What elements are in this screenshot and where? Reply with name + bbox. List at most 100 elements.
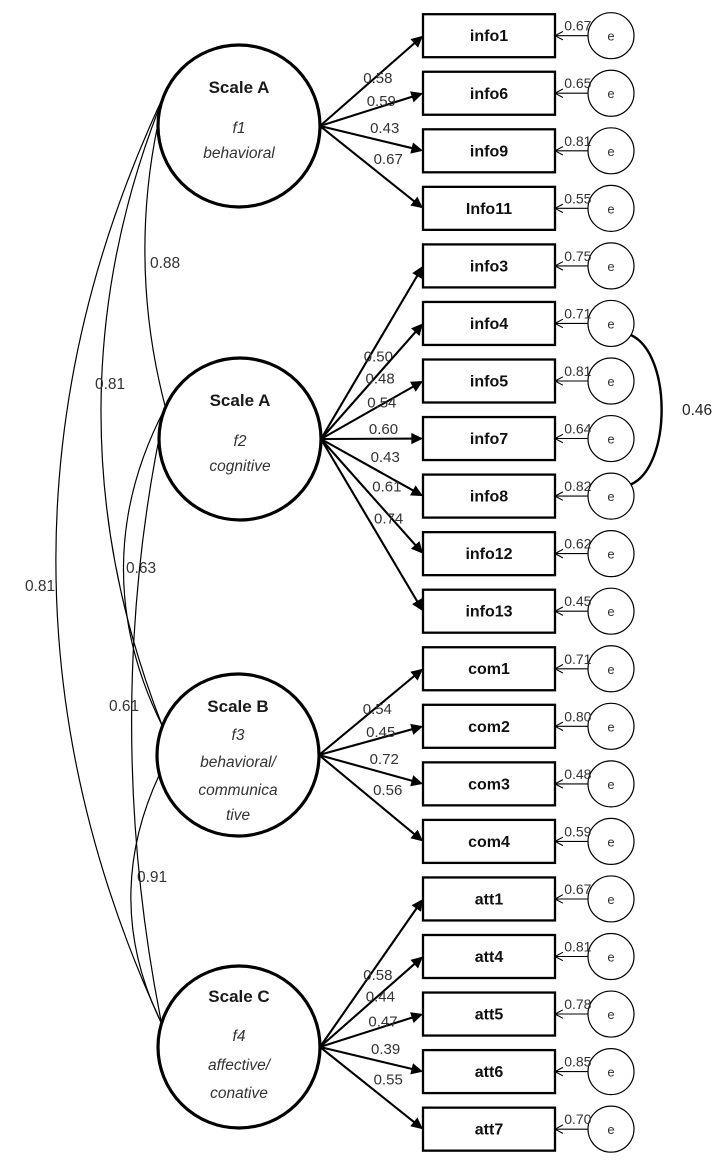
svg-text:0.67: 0.67 (374, 151, 403, 168)
svg-text:e: e (607, 489, 614, 504)
svg-text:info6: info6 (470, 86, 508, 103)
svg-text:com2: com2 (468, 719, 510, 736)
svg-text:att4: att4 (475, 949, 504, 966)
svg-text:0.80: 0.80 (564, 708, 591, 724)
svg-text:0.59: 0.59 (564, 823, 591, 839)
svg-text:0.55: 0.55 (374, 1072, 403, 1089)
svg-text:affective/: affective/ (208, 1057, 272, 1074)
svg-text:e: e (607, 432, 614, 447)
svg-text:0.58: 0.58 (363, 70, 392, 87)
svg-text:0.78: 0.78 (564, 996, 591, 1012)
svg-text:0.48: 0.48 (366, 371, 395, 388)
svg-text:0.47: 0.47 (368, 1014, 397, 1031)
svg-text:e: e (607, 834, 614, 849)
svg-text:0.85: 0.85 (564, 1054, 591, 1070)
svg-text:e: e (607, 374, 614, 389)
svg-text:com4: com4 (468, 834, 510, 851)
svg-text:0.59: 0.59 (367, 93, 396, 110)
svg-text:e: e (607, 662, 614, 677)
svg-text:e: e (607, 201, 614, 216)
svg-text:0.61: 0.61 (372, 479, 401, 496)
svg-text:0.65: 0.65 (564, 75, 591, 91)
svg-text:communica: communica (198, 782, 278, 799)
svg-text:0.55: 0.55 (564, 190, 591, 206)
svg-text:info3: info3 (470, 258, 508, 275)
svg-text:0.63: 0.63 (126, 560, 156, 577)
svg-text:0.81: 0.81 (564, 363, 591, 379)
svg-text:info5: info5 (470, 374, 508, 391)
svg-text:f4: f4 (233, 1028, 246, 1045)
svg-text:0.82: 0.82 (564, 478, 591, 494)
svg-text:e: e (607, 892, 614, 907)
svg-text:Scale A: Scale A (209, 78, 270, 97)
svg-text:0.54: 0.54 (367, 395, 396, 412)
svg-text:e: e (607, 144, 614, 159)
svg-text:Scale B: Scale B (207, 697, 268, 716)
svg-text:e: e (607, 1065, 614, 1080)
svg-text:info4: info4 (470, 316, 508, 333)
svg-text:info8: info8 (470, 489, 508, 506)
svg-text:att7: att7 (475, 1122, 504, 1139)
svg-text:com1: com1 (468, 661, 510, 678)
svg-text:0.56: 0.56 (373, 782, 402, 799)
svg-text:0.74: 0.74 (374, 511, 403, 528)
svg-text:0.44: 0.44 (366, 989, 395, 1006)
svg-text:e: e (607, 1122, 614, 1137)
svg-text:behavioral: behavioral (203, 145, 275, 162)
svg-text:0.67: 0.67 (564, 18, 591, 34)
svg-text:0.81: 0.81 (25, 578, 55, 595)
svg-text:conative: conative (210, 1085, 268, 1102)
svg-text:info12: info12 (465, 546, 512, 563)
svg-text:0.43: 0.43 (371, 449, 400, 466)
svg-text:0.39: 0.39 (371, 1041, 400, 1058)
svg-text:0.71: 0.71 (564, 651, 591, 667)
svg-text:e: e (607, 86, 614, 101)
svg-text:f1: f1 (233, 120, 246, 137)
svg-text:0.81: 0.81 (564, 133, 591, 149)
svg-text:e: e (607, 29, 614, 44)
svg-text:0.46: 0.46 (682, 402, 712, 419)
svg-text:0.61: 0.61 (109, 698, 139, 715)
svg-text:0.70: 0.70 (564, 1111, 591, 1127)
svg-text:info1: info1 (470, 28, 508, 45)
svg-text:tive: tive (226, 807, 251, 824)
svg-text:e: e (607, 1007, 614, 1022)
svg-text:e: e (607, 259, 614, 274)
svg-text:0.75: 0.75 (564, 248, 591, 264)
svg-text:0.48: 0.48 (564, 766, 591, 782)
svg-text:e: e (607, 719, 614, 734)
svg-text:att6: att6 (475, 1064, 504, 1081)
svg-text:0.58: 0.58 (363, 967, 392, 984)
svg-text:Scale C: Scale C (208, 987, 269, 1006)
svg-text:0.67: 0.67 (564, 881, 591, 897)
svg-text:0.91: 0.91 (137, 869, 167, 886)
svg-text:behavioral/: behavioral/ (200, 754, 278, 771)
svg-text:0.64: 0.64 (564, 421, 591, 437)
svg-text:info7: info7 (470, 431, 508, 448)
svg-text:0.88: 0.88 (150, 255, 180, 272)
svg-text:f3: f3 (232, 727, 245, 744)
svg-text:com3: com3 (468, 776, 510, 793)
svg-text:cognitive: cognitive (209, 458, 271, 475)
svg-text:f2: f2 (234, 433, 247, 450)
svg-text:Scale A: Scale A (210, 391, 271, 410)
svg-text:0.72: 0.72 (370, 751, 399, 768)
svg-text:info9: info9 (470, 143, 508, 160)
svg-text:e: e (607, 950, 614, 965)
svg-text:e: e (607, 316, 614, 331)
svg-text:0.60: 0.60 (369, 421, 398, 438)
svg-text:Info11: Info11 (466, 201, 512, 218)
svg-text:0.45: 0.45 (564, 593, 591, 609)
svg-text:att5: att5 (475, 1007, 504, 1024)
svg-text:e: e (607, 547, 614, 562)
svg-text:0.81: 0.81 (564, 939, 591, 955)
svg-text:0.45: 0.45 (366, 724, 395, 741)
svg-text:e: e (607, 604, 614, 619)
svg-text:0.54: 0.54 (363, 701, 392, 718)
svg-text:0.62: 0.62 (564, 536, 591, 552)
svg-text:info13: info13 (465, 604, 512, 621)
svg-text:0.71: 0.71 (564, 305, 591, 321)
svg-text:0.81: 0.81 (95, 376, 125, 393)
svg-text:att1: att1 (475, 892, 504, 909)
svg-text:e: e (607, 777, 614, 792)
